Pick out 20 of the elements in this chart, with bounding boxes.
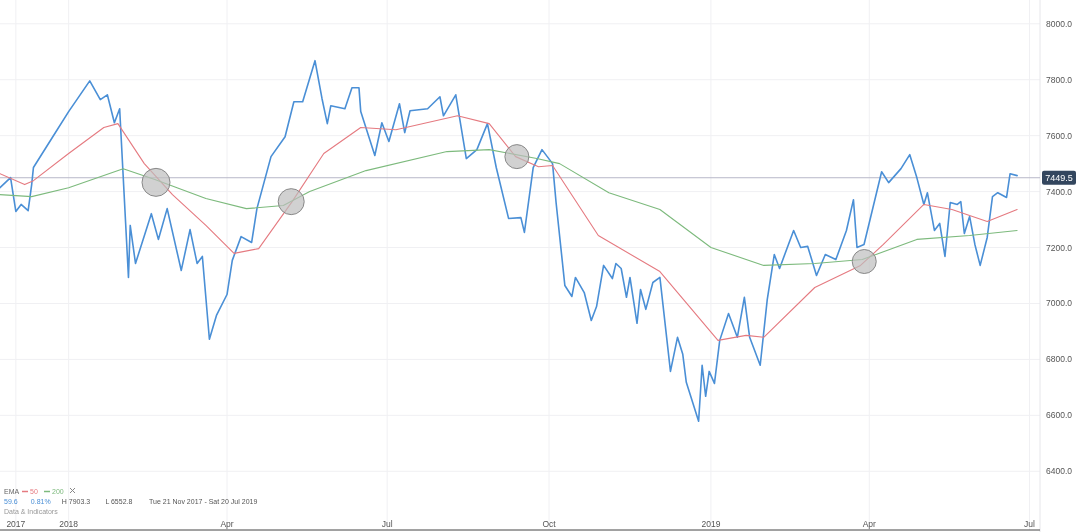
y-tick-label: 6600.0	[1046, 410, 1073, 421]
x-tick-label: 2019	[701, 519, 721, 529]
line-series	[0, 59, 1018, 422]
x-tick-label: Apr	[220, 519, 234, 529]
y-tick-label: 6800.0	[1046, 354, 1073, 365]
y-tick-label: 6400.0	[1046, 466, 1073, 477]
x-tick-label: 2018	[59, 519, 79, 529]
x-tick-label: Jul	[1024, 519, 1035, 529]
y-tick-label: 7400.0	[1046, 186, 1073, 197]
x-tick-label: Jul	[381, 519, 393, 529]
line-series	[0, 115, 1018, 341]
x-tick-label: Apr	[862, 519, 877, 529]
x-tick-label: 2017	[6, 519, 26, 529]
ref-line-label: 7449.5	[1045, 173, 1073, 184]
y-tick-label: 7200.0	[1046, 242, 1073, 253]
y-tick-label: 7600.0	[1046, 130, 1073, 141]
x-tick-label: Oct	[542, 519, 557, 529]
y-tick-label: 7000.0	[1046, 298, 1073, 309]
y-tick-label: 8000.0	[1046, 18, 1073, 29]
y-tick-label: 7800.0	[1046, 74, 1073, 85]
